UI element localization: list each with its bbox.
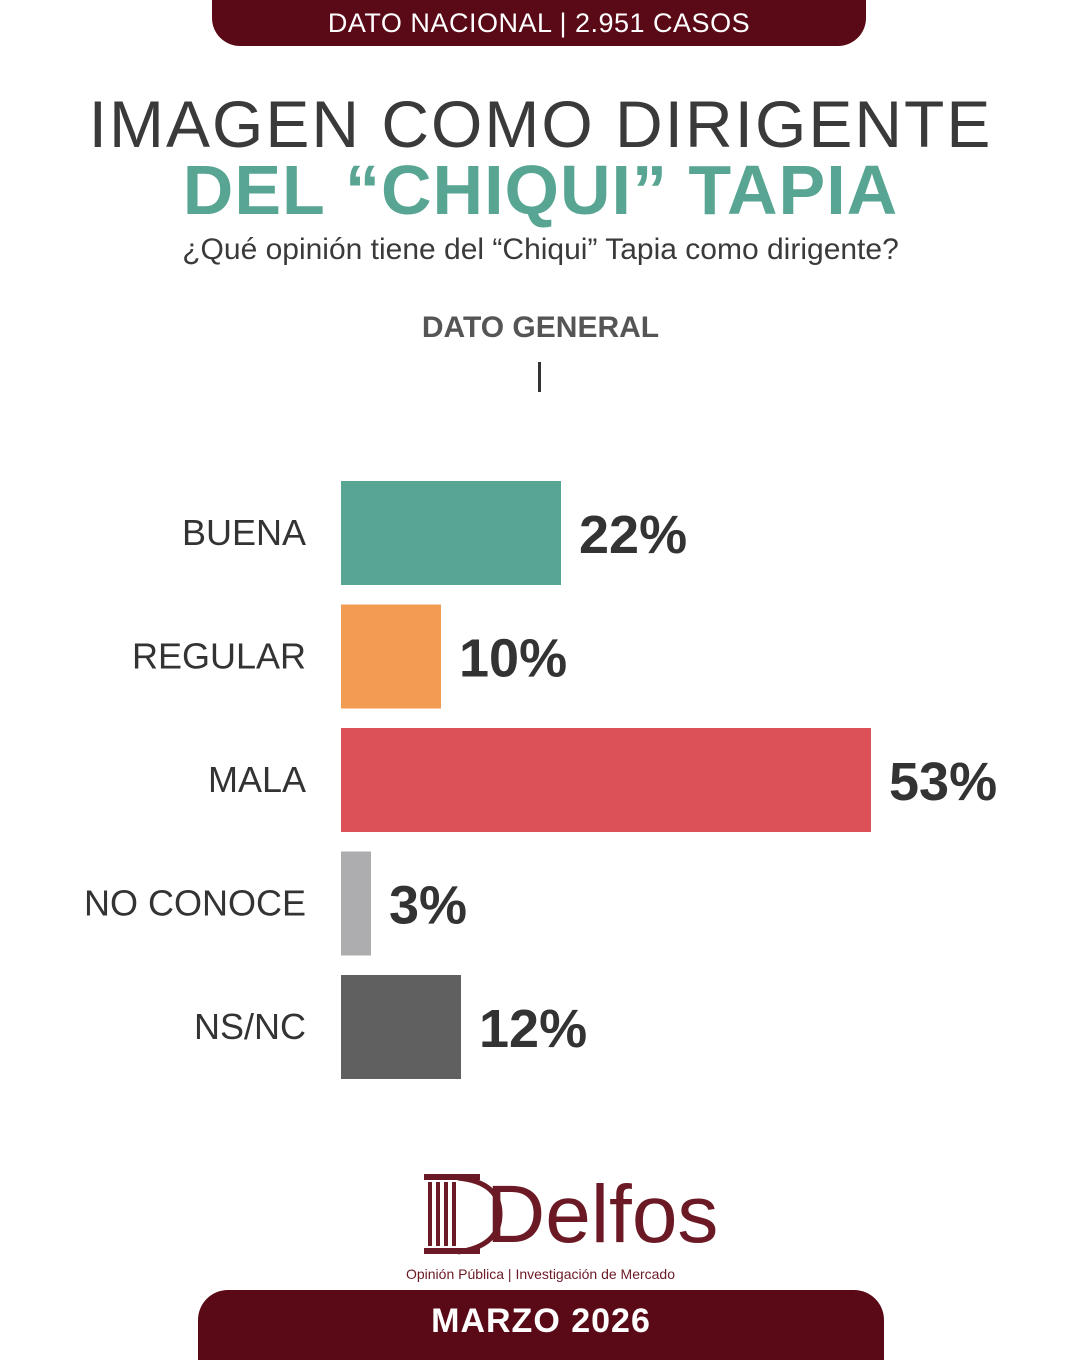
category-label-buena: BUENA: [182, 512, 306, 553]
bar-regular: [341, 604, 441, 709]
title-line-2: DEL “CHIQUI” TAPIA: [182, 151, 899, 229]
category-label-regular: REGULAR: [132, 636, 306, 677]
bar-no-conoce: [341, 851, 371, 956]
logo-tagline: Opinión Pública | Investigación de Merca…: [405, 1266, 675, 1282]
value-label-regular: 10%: [459, 629, 567, 689]
bar-ns-nc: [341, 975, 461, 1079]
delfos-logo-icon: [424, 1174, 503, 1255]
date-banner: MARZO 2026: [198, 1290, 884, 1360]
delfos-logo-text: Delfos: [486, 1169, 719, 1260]
bar-chart: BUENA 22% REGULAR 10% MALA 53% NO CONOCE 3% NS/N…: [84, 481, 997, 1079]
value-label-buena: 22%: [579, 505, 687, 565]
question-subtitle: ¿Qué opinión tiene del “Chiqui” Tapia co…: [182, 233, 899, 266]
top-banner: DATO NACIONAL | 2.951 CASOS: [212, 0, 866, 46]
bar-buena: [341, 481, 561, 585]
title-line-1: IMAGEN COMO DIRIGENTE: [88, 87, 993, 161]
value-label-no-conoce: 3%: [389, 876, 467, 936]
category-label-mala: MALA: [208, 759, 306, 800]
bar-mala: [341, 728, 871, 832]
category-label-ns-nc: NS/NC: [194, 1006, 306, 1047]
value-label-mala: 53%: [889, 752, 997, 812]
section-label: DATO GENERAL: [421, 311, 660, 344]
section-divider-tick: [538, 362, 541, 392]
value-label-ns-nc: 12%: [479, 999, 587, 1059]
category-label-no-conoce: NO CONOCE: [84, 883, 306, 924]
